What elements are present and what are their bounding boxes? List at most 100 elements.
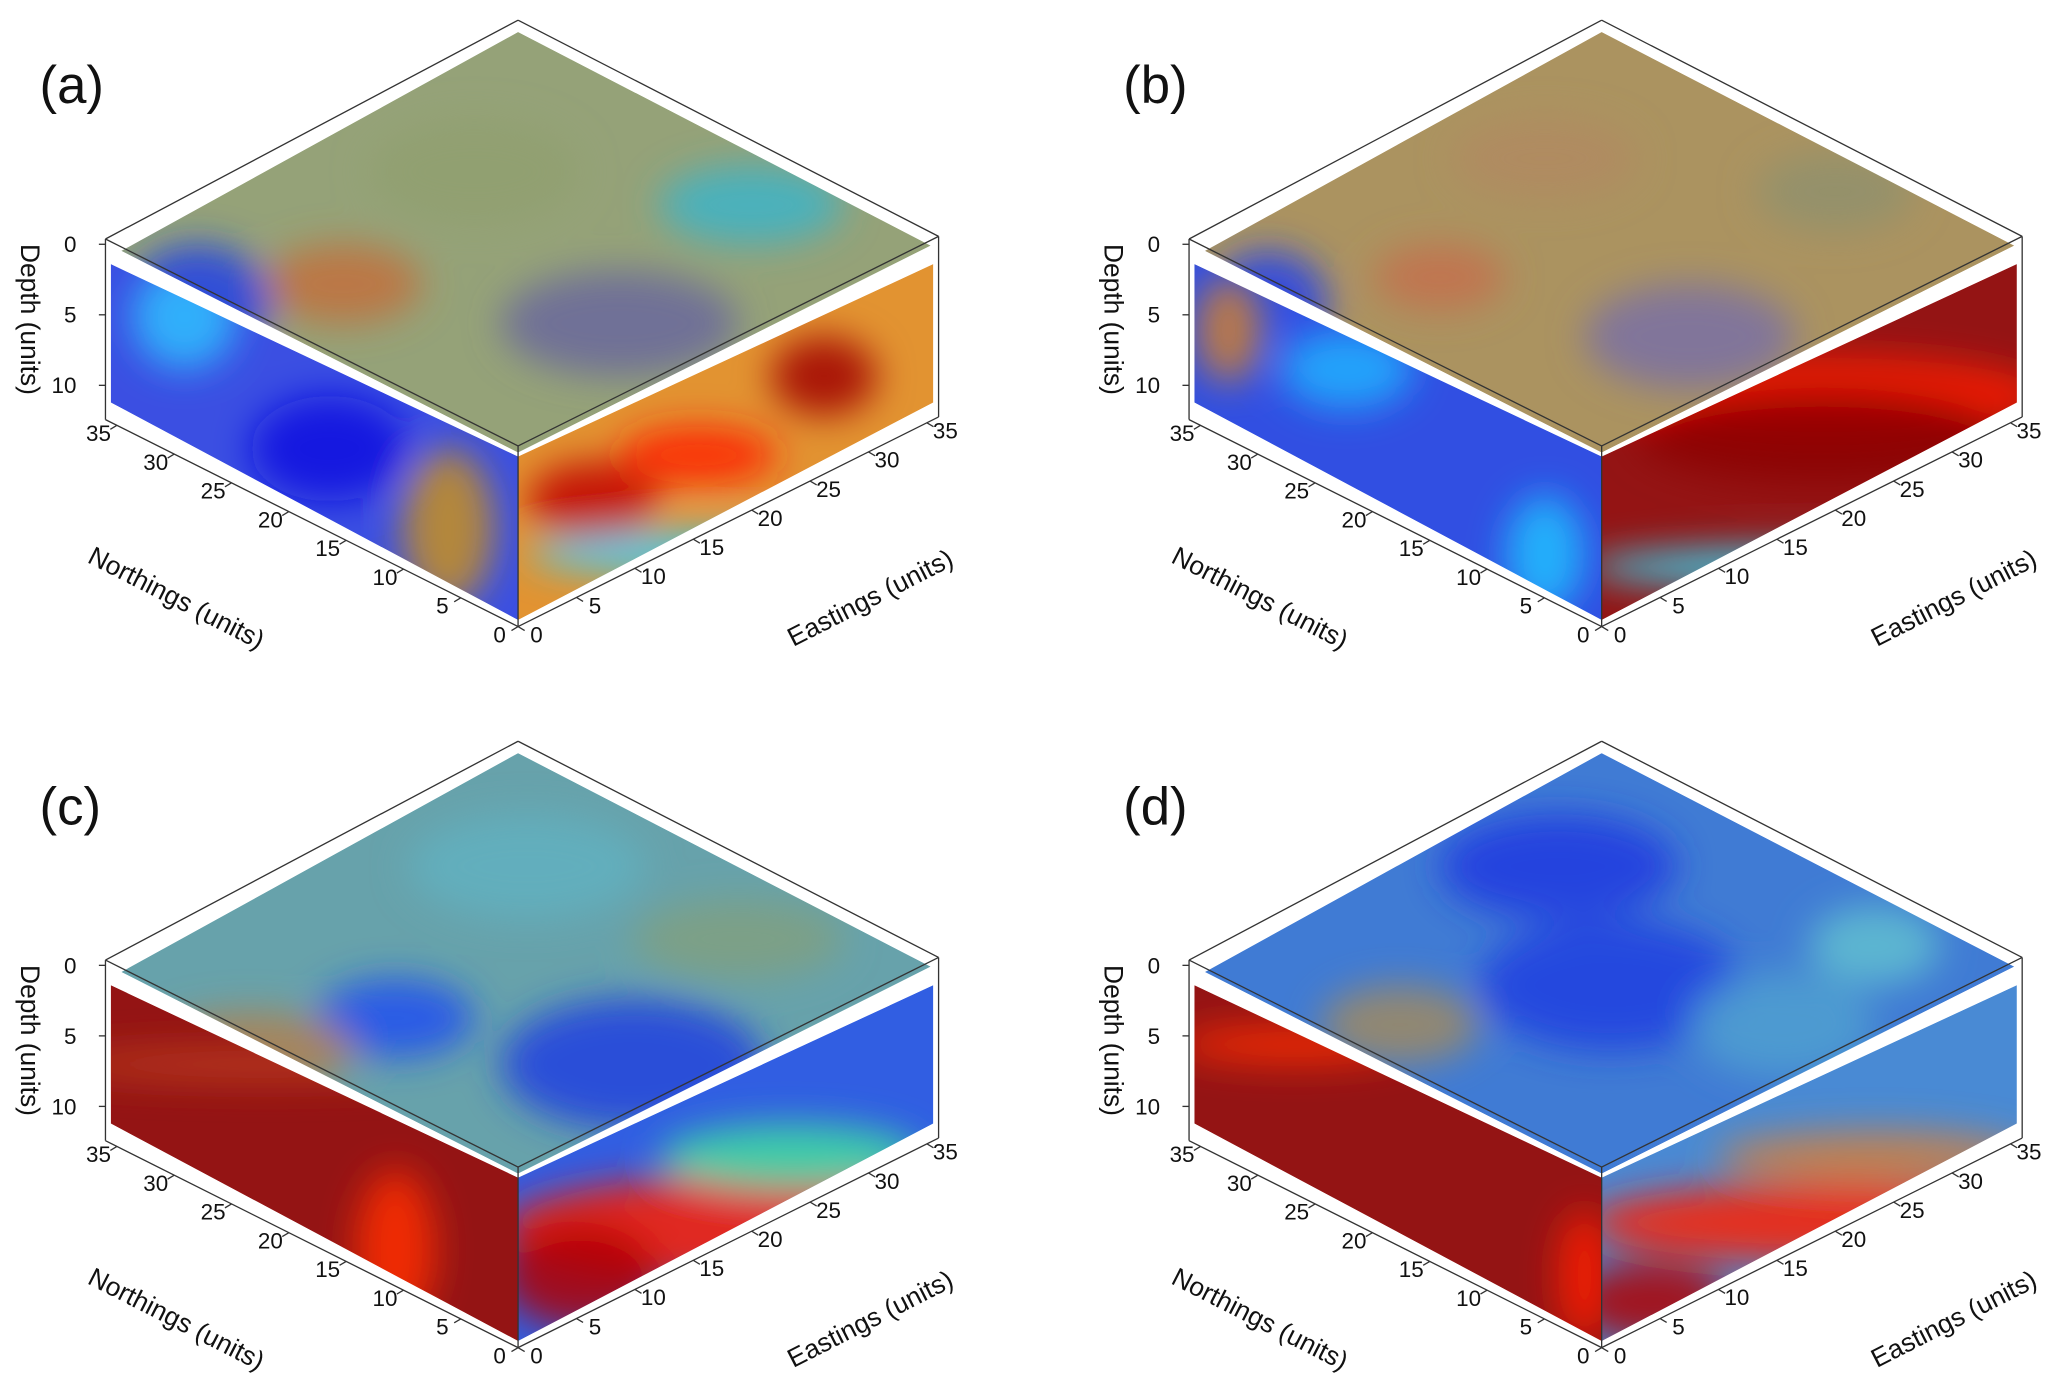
volume-blob: [659, 165, 844, 245]
northings-tick-label: 0: [1577, 622, 1589, 647]
depth-tick-label: 5: [1148, 303, 1160, 328]
depth-tick-label: 10: [1135, 373, 1160, 398]
northings-tick: [1422, 539, 1431, 545]
northings-tick-label: 15: [315, 1257, 340, 1282]
face-base-top: [1204, 32, 2015, 453]
box-edge: [1601, 19, 2023, 237]
box-edge: [517, 740, 939, 959]
eastings-tick-label: 25: [1900, 1198, 1925, 1223]
northings-tick-label: 10: [1456, 565, 1481, 590]
northings-tick-label: 0: [493, 622, 505, 647]
eastings-tick-label: 10: [641, 564, 666, 589]
box-edge: [517, 19, 939, 237]
northings-tick: [1193, 1145, 1201, 1151]
volume-blob: [369, 119, 581, 225]
volume-rendering: [1194, 753, 2017, 1342]
northings-axis-title: Northings (units): [1167, 1262, 1353, 1377]
eastings-tick-label: 35: [933, 419, 958, 444]
eastings-tick-label: 10: [641, 1285, 666, 1310]
volume-blob: [1505, 494, 1585, 614]
box-edge: [105, 19, 519, 240]
northings-tick: [1250, 453, 1259, 459]
northings-tick-label: 25: [201, 1200, 226, 1225]
volume-rendering: [1194, 32, 2017, 620]
eastings-tick-label: 30: [1958, 1169, 1983, 1194]
box-edge: [105, 740, 519, 961]
bounding-box: [104, 740, 940, 1349]
box-edge: [1188, 740, 1602, 961]
volume-blob: [1808, 906, 1941, 986]
northings-tick: [1308, 482, 1316, 488]
northings-tick: [109, 1145, 118, 1151]
volume-face-left: [1194, 264, 1602, 620]
northings-tick: [1422, 1260, 1431, 1266]
box-edge: [1601, 1137, 2023, 1349]
bounding-box: [1188, 19, 2023, 628]
northings-tick: [1365, 511, 1373, 517]
depth-tick-label: 10: [1135, 1094, 1160, 1119]
eastings-axis-title: Eastings (units): [782, 543, 957, 652]
volume-face-top: [1204, 32, 2015, 453]
face-base-left: [1194, 985, 1602, 1342]
northings-tick: [396, 1289, 404, 1295]
eastings-tick: [634, 1288, 642, 1294]
northings-tick-label: 35: [86, 421, 111, 446]
eastings-tick-label: 20: [758, 1227, 783, 1252]
panel-label: (a): [40, 56, 104, 115]
northings-tick: [167, 1174, 175, 1180]
eastings-tick: [1951, 451, 1960, 457]
northings-tick: [224, 1203, 232, 1209]
volume-face-left: [110, 264, 519, 620]
northings-tick: [1537, 597, 1545, 603]
northings-tick-label: 5: [436, 1315, 448, 1340]
volume-rendering: [110, 32, 934, 620]
volume-blob: [1584, 283, 1796, 390]
northings-tick-label: 35: [86, 1142, 111, 1167]
volume-blob: [1452, 119, 1638, 199]
northings-tick: [281, 511, 290, 517]
eastings-tick-label: 20: [1841, 506, 1866, 531]
northings-tick: [1308, 1203, 1316, 1209]
eastings-tick-label: 15: [1783, 1256, 1808, 1281]
northings-tick-label: 25: [1284, 479, 1309, 504]
eastings-axis-title: Eastings (units): [782, 1264, 957, 1373]
box-edge: [1188, 19, 1602, 240]
box-edge: [1601, 235, 2023, 447]
volume-blob: [1689, 971, 1875, 1078]
northings-tick-label: 35: [1170, 1142, 1195, 1167]
eastings-tick: [517, 1347, 525, 1353]
eastings-tick-label: 15: [1783, 535, 1808, 560]
northings-tick: [1594, 626, 1603, 632]
depth-tick-label: 5: [1148, 1024, 1160, 1049]
eastings-tick: [809, 1201, 818, 1207]
eastings-tick-label: 5: [1672, 1314, 1684, 1339]
volume-blob: [316, 978, 475, 1058]
northings-tick-label: 25: [1284, 1200, 1309, 1225]
panel-label: (b): [1123, 56, 1187, 115]
volume-blob: [1439, 813, 1677, 920]
northings-tick-label: 5: [1520, 594, 1532, 619]
eastings-tick-label: 25: [816, 477, 841, 502]
eastings-tick: [692, 538, 701, 544]
northings-tick-label: 30: [143, 1171, 168, 1196]
eastings-axis-title: Eastings (units): [1866, 1264, 2041, 1373]
box-edge: [517, 235, 939, 447]
northings-tick: [109, 424, 118, 430]
northings-tick-label: 10: [373, 1286, 398, 1311]
volume-blob: [1755, 151, 1915, 232]
volume-rendering: [110, 753, 934, 1342]
eastings-tick: [692, 1259, 701, 1265]
eastings-tick: [926, 1143, 934, 1149]
depth-tick-label: 0: [1148, 953, 1160, 978]
bounding-box: [1188, 740, 2023, 1349]
volume-blob: [402, 448, 495, 607]
eastings-tick-label: 35: [933, 1140, 958, 1165]
northings-tick: [453, 1318, 462, 1324]
northings-tick-label: 35: [1170, 421, 1195, 446]
northings-tick-label: 20: [1342, 507, 1367, 532]
eastings-tick-label: 25: [1900, 477, 1925, 502]
eastings-tick-label: 5: [589, 1314, 601, 1339]
volume-blob: [527, 530, 934, 578]
northings-tick: [511, 1347, 519, 1353]
box-edge: [517, 1137, 939, 1349]
